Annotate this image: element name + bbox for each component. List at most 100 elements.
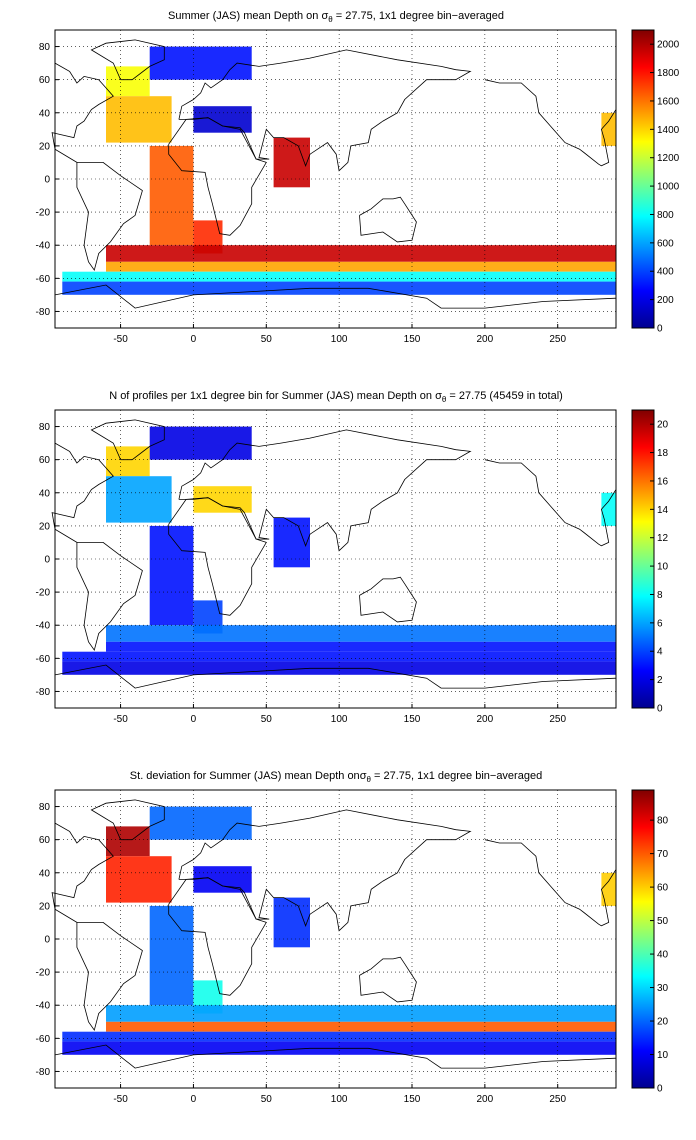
- data-layer: [62, 426, 617, 675]
- coastline-segment: [51, 59, 114, 163]
- heat-region-12: [601, 492, 616, 526]
- coastline-segment: [54, 1044, 617, 1069]
- colorbar-tick-label: 80: [657, 816, 669, 827]
- x-tick-label: 150: [404, 334, 421, 345]
- colorbar-ticks: 0 200 400 600 800 1000 1200 1400 1600 1800 2000: [650, 40, 680, 335]
- x-tick-label: 0: [191, 1094, 197, 1105]
- colorbar-tick-label: 50: [657, 916, 669, 927]
- y-tick-label: -20: [36, 588, 51, 599]
- y-tick-label: -60: [36, 274, 51, 285]
- coastline-segment: [359, 196, 417, 243]
- coastline-segment: [76, 162, 143, 272]
- y-tick-label: 40: [39, 868, 51, 879]
- x-tick-label: 250: [549, 714, 566, 725]
- colorbar-tick-label: 14: [657, 505, 669, 516]
- coastline-segment: [54, 664, 617, 689]
- heat-region-10: [62, 1031, 617, 1042]
- grid: [55, 30, 616, 328]
- x-tick-label: -50: [113, 714, 128, 725]
- x-tick-label: 250: [549, 1094, 566, 1105]
- panel-stdev: St. deviation for Summer (JAS) mean Dept…: [36, 770, 669, 1105]
- colorbar-tick-label: 4: [657, 647, 663, 658]
- heat-region-6: [193, 866, 252, 893]
- colorbar-tick-label: 1000: [657, 182, 680, 193]
- colorbar-tick-label: 70: [657, 849, 669, 860]
- y-tick-label: -60: [36, 1034, 51, 1045]
- y-tick-label: 20: [39, 141, 51, 152]
- x-tick-label: 250: [549, 334, 566, 345]
- coastline-segment: [51, 819, 114, 923]
- y-tick-label: -80: [36, 307, 51, 318]
- y-tick-label: -60: [36, 654, 51, 665]
- colorbar-tick-label: 30: [657, 983, 669, 994]
- coastline-segment: [359, 576, 417, 623]
- x-tick-label: 0: [191, 334, 197, 345]
- y-tick-label: 80: [39, 802, 51, 813]
- y-tick-label: 0: [44, 935, 50, 946]
- colorbar: [631, 409, 655, 709]
- colorbar-tick-label: 20: [657, 420, 669, 431]
- heat-region-3: [149, 145, 194, 246]
- heat-region-5: [149, 806, 252, 840]
- heat-region-1: [106, 446, 150, 477]
- colorbar: [631, 789, 655, 1089]
- heat-region-10: [62, 651, 617, 662]
- coastline-segment: [359, 956, 417, 1003]
- colorbar: [631, 29, 655, 329]
- colorbar-tick-label: 1800: [657, 68, 680, 79]
- coastline-segment: [178, 429, 472, 552]
- heat-region-5: [149, 46, 252, 80]
- y-ticks: -80 -60 -40 -20 0 20 40 60 80: [36, 42, 59, 318]
- colorbar-tick-label: 1400: [657, 125, 680, 136]
- heat-region-9: [106, 1021, 616, 1032]
- x-tick-label: 150: [404, 1094, 421, 1105]
- coastline-segment: [168, 117, 267, 236]
- heat-region-6: [193, 106, 252, 133]
- panel-count: N of profiles per 1x1 degree bin for Sum…: [36, 390, 669, 725]
- x-tick-label: 0: [191, 714, 197, 725]
- coastline-segment: [168, 497, 267, 616]
- y-tick-label: 80: [39, 42, 51, 53]
- colorbar-ticks: 0 10 20 30 40 50 60 70 80: [650, 816, 669, 1095]
- coastline-segment: [76, 542, 143, 652]
- coastline: [51, 39, 617, 309]
- colorbar-tick-label: 10: [657, 562, 669, 573]
- colorbar-tick-label: 10: [657, 1050, 669, 1061]
- colorbar-tick-label: 0: [657, 704, 663, 715]
- colorbar-tick-label: 18: [657, 448, 669, 459]
- colorbar-tick-label: 12: [657, 533, 669, 544]
- coastline-segment: [90, 799, 165, 841]
- x-tick-label: 50: [261, 714, 273, 725]
- x-tick-label: 150: [404, 714, 421, 725]
- x-ticks: -50 0 50 100 150 200 250: [113, 1084, 566, 1105]
- y-tick-label: -40: [36, 1001, 51, 1012]
- colorbar-tick-label: 1200: [657, 153, 680, 164]
- coastline-segment: [90, 39, 165, 81]
- heat-region-8: [106, 245, 616, 262]
- y-tick-label: 20: [39, 521, 51, 532]
- colorbar-tick-label: 1600: [657, 96, 680, 107]
- y-tick-label: -80: [36, 687, 51, 698]
- heat-region-3: [149, 905, 194, 1006]
- coastline-segment: [484, 79, 617, 167]
- data-layer: [62, 806, 617, 1055]
- heat-region-6: [193, 486, 252, 513]
- panel-title: St. deviation for Summer (JAS) mean Dept…: [130, 770, 542, 784]
- panel-title: Summer (JAS) mean Depth on σθ = 27.75, 1…: [168, 10, 504, 24]
- colorbar-tick-label: 40: [657, 950, 669, 961]
- y-tick-label: 80: [39, 422, 51, 433]
- colorbar-tick-label: 400: [657, 267, 674, 278]
- x-tick-label: 100: [331, 714, 348, 725]
- x-tick-label: 200: [477, 714, 494, 725]
- y-tick-label: -40: [36, 241, 51, 252]
- x-tick-label: -50: [113, 1094, 128, 1105]
- heat-region-1: [106, 826, 150, 857]
- colorbar-tick-label: 2: [657, 675, 663, 686]
- y-tick-label: 60: [39, 75, 51, 86]
- coastline-segment: [178, 49, 472, 172]
- colorbar-tick-label: 200: [657, 295, 674, 306]
- heat-region-2: [106, 476, 172, 523]
- y-tick-label: -40: [36, 621, 51, 632]
- heat-region-2: [106, 96, 172, 143]
